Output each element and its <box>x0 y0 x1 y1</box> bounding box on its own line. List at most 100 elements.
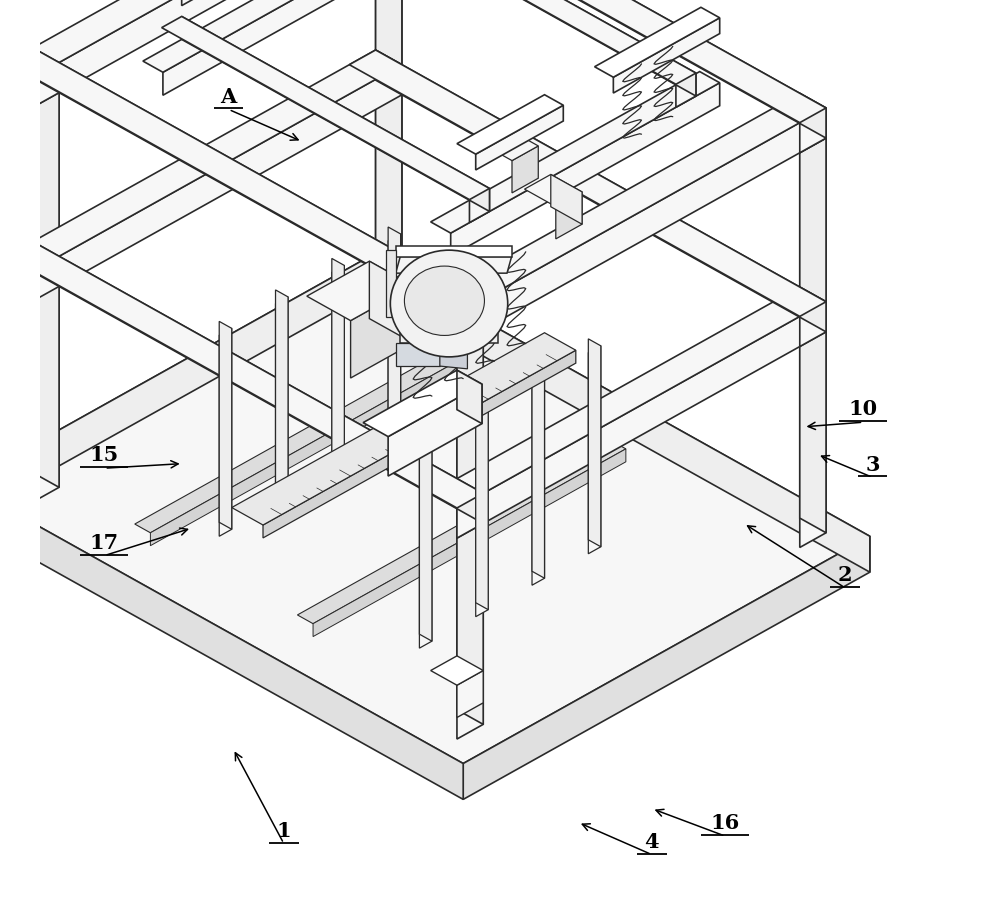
Polygon shape <box>33 65 402 301</box>
Polygon shape <box>773 124 826 153</box>
Polygon shape <box>313 449 626 637</box>
Polygon shape <box>0 257 369 520</box>
Polygon shape <box>33 94 59 503</box>
Polygon shape <box>457 96 563 155</box>
Polygon shape <box>457 494 483 539</box>
Text: 1: 1 <box>276 820 291 840</box>
Polygon shape <box>332 267 344 474</box>
Polygon shape <box>297 441 626 624</box>
Polygon shape <box>431 288 826 508</box>
Polygon shape <box>150 358 463 546</box>
Polygon shape <box>388 385 482 477</box>
Polygon shape <box>349 0 826 123</box>
Polygon shape <box>457 315 483 724</box>
Polygon shape <box>588 346 601 554</box>
Text: 2: 2 <box>838 564 852 584</box>
Polygon shape <box>525 176 582 208</box>
Polygon shape <box>376 51 826 333</box>
Polygon shape <box>143 0 432 74</box>
Polygon shape <box>33 49 483 330</box>
Polygon shape <box>457 370 482 425</box>
Polygon shape <box>595 8 720 78</box>
Polygon shape <box>376 0 402 312</box>
Ellipse shape <box>390 251 508 357</box>
Polygon shape <box>396 257 512 274</box>
Polygon shape <box>33 0 402 108</box>
Polygon shape <box>457 301 483 345</box>
Polygon shape <box>368 0 696 85</box>
Polygon shape <box>369 257 870 573</box>
Polygon shape <box>369 262 413 344</box>
Polygon shape <box>476 409 488 617</box>
Polygon shape <box>556 193 582 240</box>
Polygon shape <box>0 484 463 800</box>
Polygon shape <box>182 0 426 6</box>
Polygon shape <box>386 251 396 318</box>
Polygon shape <box>476 403 488 610</box>
Polygon shape <box>551 176 582 225</box>
Polygon shape <box>376 0 826 139</box>
Polygon shape <box>469 189 489 223</box>
Ellipse shape <box>404 267 484 336</box>
Polygon shape <box>7 243 483 508</box>
Polygon shape <box>431 656 483 686</box>
Text: 16: 16 <box>711 812 740 833</box>
Polygon shape <box>263 351 576 539</box>
Polygon shape <box>800 124 826 533</box>
Polygon shape <box>481 130 538 162</box>
Polygon shape <box>33 79 59 488</box>
Polygon shape <box>800 139 826 548</box>
Polygon shape <box>162 17 489 200</box>
Polygon shape <box>0 257 870 764</box>
Polygon shape <box>532 371 545 579</box>
Text: A: A <box>220 86 237 107</box>
Polygon shape <box>7 49 483 315</box>
Polygon shape <box>7 79 59 108</box>
Polygon shape <box>376 0 402 297</box>
Polygon shape <box>419 434 432 641</box>
Polygon shape <box>532 378 545 585</box>
Text: 10: 10 <box>849 399 878 419</box>
Polygon shape <box>457 108 826 345</box>
Polygon shape <box>512 147 538 194</box>
Polygon shape <box>7 0 402 78</box>
Polygon shape <box>351 287 413 379</box>
Polygon shape <box>431 315 483 345</box>
Polygon shape <box>396 246 512 257</box>
Polygon shape <box>232 334 576 526</box>
Text: 15: 15 <box>90 445 119 465</box>
Polygon shape <box>431 94 826 315</box>
Polygon shape <box>182 17 489 212</box>
Polygon shape <box>388 234 401 442</box>
Polygon shape <box>349 51 826 317</box>
Polygon shape <box>276 290 288 498</box>
Polygon shape <box>135 350 463 533</box>
Polygon shape <box>431 73 720 233</box>
Text: 17: 17 <box>90 532 119 552</box>
Polygon shape <box>457 302 826 539</box>
Polygon shape <box>419 441 432 649</box>
Polygon shape <box>388 0 696 96</box>
Polygon shape <box>457 330 483 739</box>
Polygon shape <box>800 108 826 153</box>
Polygon shape <box>219 329 232 537</box>
Polygon shape <box>388 228 401 436</box>
Polygon shape <box>219 322 232 529</box>
Polygon shape <box>463 537 870 800</box>
Polygon shape <box>163 0 432 96</box>
Polygon shape <box>613 18 720 94</box>
Polygon shape <box>800 302 826 347</box>
Polygon shape <box>440 344 467 369</box>
Polygon shape <box>7 51 402 272</box>
Polygon shape <box>396 344 440 367</box>
Polygon shape <box>332 259 344 467</box>
Polygon shape <box>457 671 483 718</box>
Polygon shape <box>307 262 413 322</box>
Polygon shape <box>676 74 696 108</box>
Polygon shape <box>451 84 720 256</box>
Text: 3: 3 <box>865 454 880 474</box>
Polygon shape <box>588 339 601 547</box>
Polygon shape <box>363 370 482 437</box>
Polygon shape <box>400 274 498 344</box>
Text: 4: 4 <box>644 831 659 851</box>
